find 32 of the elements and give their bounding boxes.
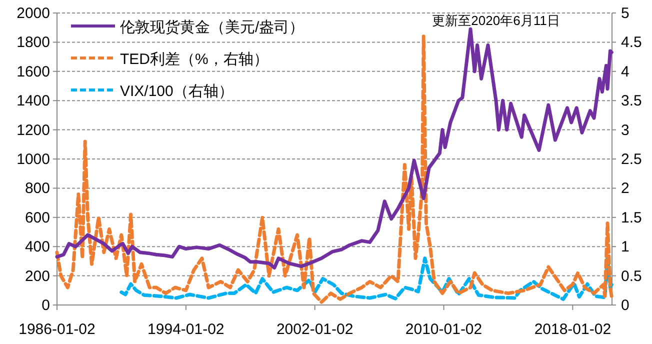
x-tick-label: 2018-01-02 xyxy=(534,321,612,338)
y-tick-label: 800 xyxy=(24,180,50,198)
y2-tick-label: 0.5 xyxy=(621,268,642,285)
y-tick-label: 600 xyxy=(24,209,50,226)
y2-tick-label: 1 xyxy=(621,238,630,256)
y-tick-label: 1800 xyxy=(16,34,50,52)
y-tick-label: 2000 xyxy=(16,5,50,22)
y2-tick-label: 5 xyxy=(621,5,630,22)
legend-label: TED利差（%，右轴） xyxy=(120,51,268,68)
x-tick-label: 2002-01-02 xyxy=(276,321,354,338)
y2-tick-label: 2 xyxy=(621,180,630,198)
y-tick-label: 1000 xyxy=(16,151,50,168)
y-tick-label: 400 xyxy=(24,238,50,256)
x-tick-label: 1986-01-02 xyxy=(18,321,96,338)
y-tick-label: 1400 xyxy=(16,92,50,110)
annotation: 更新至2020年6月11日 xyxy=(432,13,560,28)
legend-label: 伦敦现货黄金（美元/盎司） xyxy=(120,19,304,36)
y-tick-label: 0 xyxy=(42,297,50,314)
y2-tick-label: 1.5 xyxy=(621,209,642,226)
y-tick-label: 1600 xyxy=(16,63,50,80)
y-tick-label: 200 xyxy=(24,268,50,285)
line-series xyxy=(120,255,614,301)
y2-tick-label: 3 xyxy=(621,122,630,139)
y2-tick-label: 4.5 xyxy=(621,34,642,52)
x-tick-label: 2010-01-02 xyxy=(405,321,482,338)
y2-tick-label: 0 xyxy=(621,297,630,314)
x-tick-label: 1994-01-02 xyxy=(148,321,224,338)
legend-label: VIX/100（右轴） xyxy=(120,83,234,100)
y-tick-label: 1200 xyxy=(16,122,50,139)
y2-tick-label: 3.5 xyxy=(621,92,642,110)
y2-tick-label: 4 xyxy=(621,63,630,80)
y2-tick-label: 2.5 xyxy=(621,151,642,168)
